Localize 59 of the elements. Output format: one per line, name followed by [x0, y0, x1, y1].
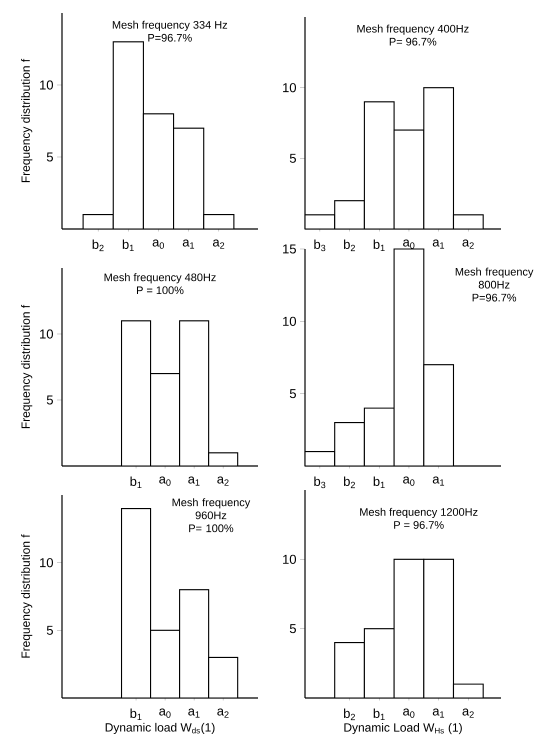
x-tick-label: a$_{1}$ [432, 476, 444, 486]
x-tick-label: b$_{1}$ [130, 476, 142, 488]
x-tick-label: b$_{1}$ [130, 708, 142, 720]
x-tick-label: a$_{2}$ [462, 239, 474, 249]
x-tick-label: b$_{2}$ [344, 239, 355, 252]
x-tick-label: a$_{0}$ [403, 476, 414, 486]
x-tick-label: b$_{2}$ [344, 708, 355, 720]
x-tick-label: a$_{1}$ [182, 239, 194, 249]
x-tick-label: a$_{2}$ [212, 239, 224, 249]
x-tick-label: a$_{0}$ [403, 239, 414, 249]
x-tick-label: b$_{3}$ [314, 476, 326, 488]
y-tick-label: 15 [283, 244, 296, 254]
text: P = 100% [136, 286, 184, 294]
x-tick-label: a$_{1}$ [188, 476, 200, 486]
x-tick-label: a$_{2}$ [217, 476, 229, 486]
x-tick-label: b$_{2}$ [92, 239, 104, 252]
x-tick-label: a$_{0}$ [159, 476, 171, 486]
text: P=96.7% [148, 34, 192, 42]
x-tick-label: a$_{2}$ [217, 708, 229, 718]
y-tick-label: 5 [290, 624, 296, 634]
x-tick-label: b$_{1}$ [374, 476, 385, 488]
y-tick-label: 5 [46, 152, 53, 162]
x-tick-label: a$_{1}$ [432, 708, 444, 718]
x-axis-title: Dynamic load W$_{ds}$(1) [106, 722, 215, 734]
text: P= 96.7% [390, 38, 436, 46]
y-tick-label: 10 [283, 316, 296, 326]
x-tick-label: a$_{0}$ [159, 708, 171, 718]
x-tick-label: a$_{2}$ [462, 708, 474, 718]
x-tick-label: a$_{1}$ [432, 239, 444, 249]
y-tick-label: 5 [290, 154, 296, 163]
x-tick-label: b$_{1}$ [374, 239, 385, 251]
x-tick-label: a$_{0}$ [152, 239, 164, 249]
text: Mesh frequency 960Hz [172, 498, 250, 520]
x-axis-title: Dynamic Load W$_{Hs}$ (1) [344, 722, 462, 734]
text: P = 96.7% [394, 521, 444, 529]
chart-title: Mesh frequency 480Hz [104, 273, 216, 284]
y-tick-label: 10 [40, 558, 53, 568]
x-tick-label: b$_{1}$ [122, 239, 134, 251]
text: Mesh frequency 400Hz [357, 24, 469, 35]
text: Mesh frequency 800Hz [456, 268, 534, 289]
y-tick-label: 5 [290, 389, 296, 398]
y-axis-title: Frequency distribution f [21, 534, 32, 658]
text: P= 100% [189, 524, 234, 532]
y-axis-title: Frequency distribution f [21, 58, 32, 182]
y-tick-label: 5 [46, 626, 53, 635]
text: Mesh frequency 1200Hz [360, 508, 478, 518]
y-tick-label: 10 [283, 554, 296, 564]
x-tick-label: b$_{3}$ [314, 239, 326, 252]
y-tick-label: 10 [283, 83, 296, 92]
y-tick-label: 10 [40, 329, 53, 339]
x-tick-label: a$_{1}$ [188, 708, 200, 718]
text: Mesh frequency 334 Hz [112, 20, 228, 31]
x-tick-label: a$_{0}$ [403, 708, 414, 718]
text: P=96.7% [472, 294, 516, 302]
x-tick-label: b$_{1}$ [374, 708, 385, 720]
y-tick-label: 5 [46, 395, 53, 405]
x-tick-label: b$_{2}$ [344, 476, 355, 488]
y-axis-title: Frequency distribution f [21, 304, 32, 428]
y-tick-label: 10 [40, 80, 53, 90]
